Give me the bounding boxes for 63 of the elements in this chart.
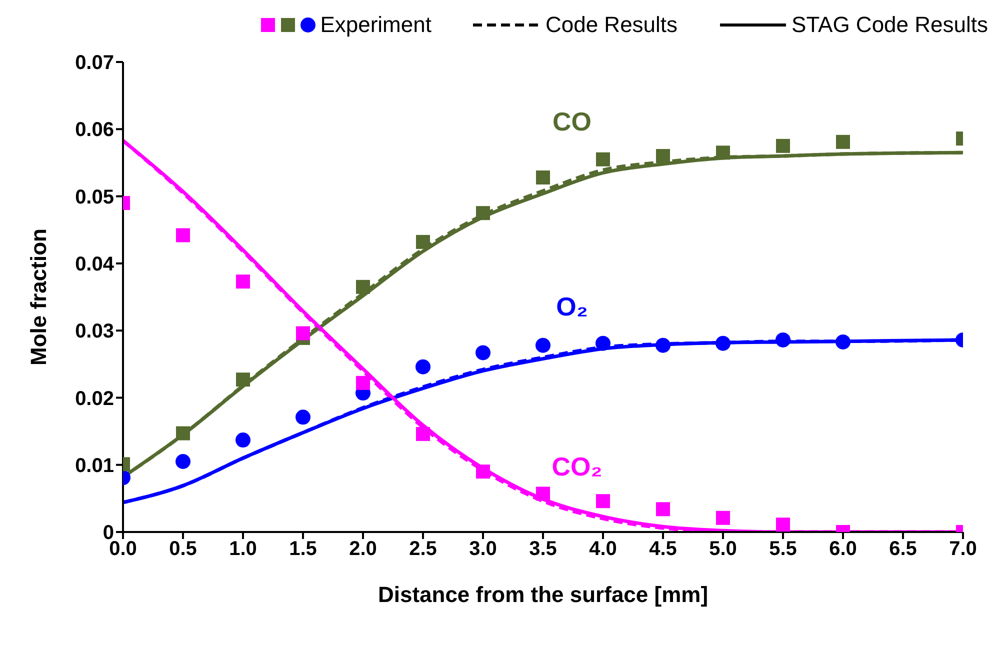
point <box>536 486 550 501</box>
x-tick-label: 1.5 <box>289 538 317 560</box>
point <box>776 138 790 153</box>
x-tick-label: 4.0 <box>589 538 617 560</box>
point <box>656 149 670 163</box>
y-tick-label: 0.04 <box>75 254 115 276</box>
point <box>776 518 790 532</box>
point <box>296 410 310 425</box>
point <box>596 494 610 508</box>
annotation: CO₂ <box>552 452 602 482</box>
y-tick-label: 0.03 <box>75 320 114 343</box>
point <box>476 206 490 220</box>
point <box>776 332 790 348</box>
point <box>836 134 850 149</box>
y-tick-label: 0.02 <box>75 388 114 410</box>
point <box>656 338 670 353</box>
point <box>596 152 610 166</box>
point <box>536 170 550 184</box>
x-tick-label: 0.5 <box>169 538 197 560</box>
y-tick-label: 0.01 <box>75 454 114 477</box>
text: Code Results <box>545 12 678 38</box>
point <box>536 338 550 353</box>
point <box>416 359 430 374</box>
x-tick-label: 0.0 <box>109 538 137 560</box>
point <box>596 336 610 351</box>
point <box>176 228 190 242</box>
point <box>176 426 190 440</box>
point <box>296 326 310 340</box>
text: STAG Code Results <box>792 12 988 38</box>
point <box>716 146 730 160</box>
y-tick-label: 0.05 <box>75 186 114 208</box>
point <box>716 336 730 351</box>
x-tick-label: 3.0 <box>469 538 497 560</box>
point <box>416 426 430 441</box>
x-tick-label: 6.0 <box>829 538 857 560</box>
point <box>236 274 250 289</box>
x-tick-label: 2.0 <box>349 538 377 560</box>
point <box>476 345 490 360</box>
point <box>716 510 730 525</box>
y-tick-label: 0.06 <box>75 119 114 142</box>
point <box>176 454 190 469</box>
point <box>356 376 370 390</box>
x-tick-label: 2.5 <box>409 538 437 560</box>
point <box>836 334 850 350</box>
point <box>236 432 250 448</box>
x-tick-label: 7.0 <box>949 538 977 560</box>
point <box>476 464 490 479</box>
x-tick-label: 5.5 <box>769 538 797 560</box>
annotation: CO <box>552 106 592 138</box>
x-tick-label: 6.5 <box>889 538 917 560</box>
point <box>416 234 430 249</box>
point <box>356 280 370 294</box>
point <box>656 502 670 516</box>
legend-label: Experiment <box>320 12 432 38</box>
x-tick-label: 1.0 <box>229 538 257 560</box>
x-axis-title: Distance from the surface [mm] <box>378 582 708 607</box>
x-tick-label: 5.0 <box>709 538 737 560</box>
point <box>236 372 250 387</box>
x-tick-label: 4.5 <box>649 538 677 560</box>
y-axis-title: Mole fraction <box>26 228 51 366</box>
x-tick-label: 3.5 <box>529 538 557 560</box>
y-tick-label: 0.07 <box>75 52 114 74</box>
annotation: O₂ <box>556 292 588 322</box>
